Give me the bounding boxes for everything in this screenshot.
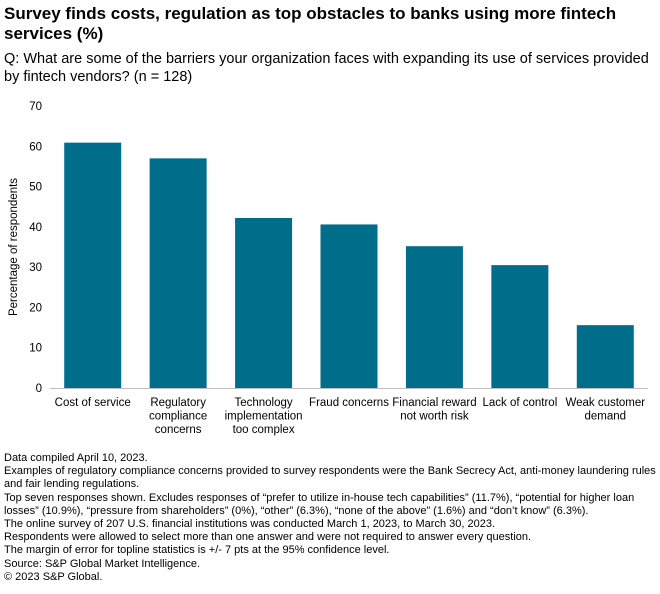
y-tick-label: 0 [36,383,42,395]
x-tick-label-line: compliance [149,411,207,423]
x-tick-label-line: Fraud concerns [309,397,389,409]
x-tick-label-line: Weak customer [565,397,645,409]
note-data-compiled: Data compiled April 10, 2023. [4,452,148,464]
y-tick-label: 60 [29,141,42,153]
note-margin-of-error: The margin of error for topline statisti… [4,544,390,557]
chart-notes: Data compiled April 10, 2023. Examples o… [4,452,656,584]
bar [405,246,463,388]
bar [64,142,122,388]
note-source: Source: S&P Global Market Intelligence. [4,557,201,570]
x-tick-label-line: Regulatory [150,397,206,409]
x-tick-label: Fraud concerns [309,397,389,409]
x-tick-label-line: too complex [233,424,295,436]
x-tick-label-line: Cost of service [55,397,131,409]
y-tick-label: 70 [29,101,42,113]
x-tick-label-line: Financial reward [392,397,476,409]
bar [235,217,293,388]
x-tick-label-line: Technology [234,397,292,409]
note-survey-info: The online survey of 207 U.S. financial … [4,518,495,531]
note-multiple-answers: Respondents were allowed to select more … [4,531,532,544]
chart-title: Survey finds costs, regulation as top ob… [4,4,617,43]
y-tick-label: 10 [29,343,42,355]
x-tick-label: Lack of control [482,397,557,409]
y-tick-label: 40 [29,222,42,234]
x-tick-label: Regulatory compliance concerns [149,397,207,436]
x-tick-label: Financial reward not worth risk [392,397,476,423]
note-excluded-responses: Top seven responses shown. Excludes resp… [4,491,635,517]
bar [491,265,549,388]
y-axis-label: Percentage of respondents [8,178,20,316]
x-tick-label-line: demand [585,411,627,423]
x-tick-label: Technology implementation too complex [225,397,303,436]
x-tick-label-line: implementation [225,411,303,423]
x-tick-label-line: not worth risk [400,411,469,423]
x-tick-label-line: concerns [155,424,202,436]
y-tick-label: 50 [29,182,42,194]
bar [576,325,634,388]
bar [320,224,378,388]
bar [149,158,207,388]
bar-chart: 0 10 20 30 40 50 60 70 Percentage of respondents… [8,101,648,436]
x-tick-label-line: Lack of control [482,397,557,409]
y-tick-label: 30 [29,262,42,274]
note-copyright: © 2023 S&P Global. [4,570,103,583]
x-tick-label: Cost of service [55,397,131,409]
note-regulatory-examples: Examples of regulatory compliance concer… [4,465,656,491]
chart-subtitle: Q: What are some of the barriers your or… [4,51,649,85]
y-tick-label: 20 [29,302,42,314]
x-tick-label: Weak customer demand [565,397,645,423]
